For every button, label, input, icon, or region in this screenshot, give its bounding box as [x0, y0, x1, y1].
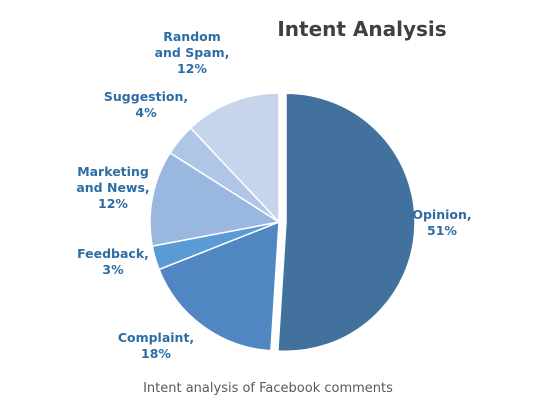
pie-slices: [149, 92, 416, 352]
chart-caption: Intent analysis of Facebook comments: [143, 381, 393, 396]
data-label-3: Marketing and News, 12%: [76, 164, 149, 211]
pie-slice-5: [189, 92, 280, 224]
data-label-5: Random and Spam, 12%: [155, 29, 230, 76]
data-label-4: Suggestion, 4%: [104, 89, 188, 120]
data-label-0: Opinion, 51%: [412, 207, 471, 238]
data-label-2: Feedback, 3%: [77, 246, 149, 277]
data-label-1: Complaint, 18%: [118, 330, 194, 361]
pie-slice-3: [149, 151, 282, 248]
pie-data-labels: Opinion, 51% Complaint, 18% Feedback, 3% Marke…: [76, 29, 471, 361]
pie-slice-0: [277, 92, 416, 352]
chart-title: Intent Analysis: [277, 17, 446, 41]
pie-slice-1: [158, 220, 280, 352]
